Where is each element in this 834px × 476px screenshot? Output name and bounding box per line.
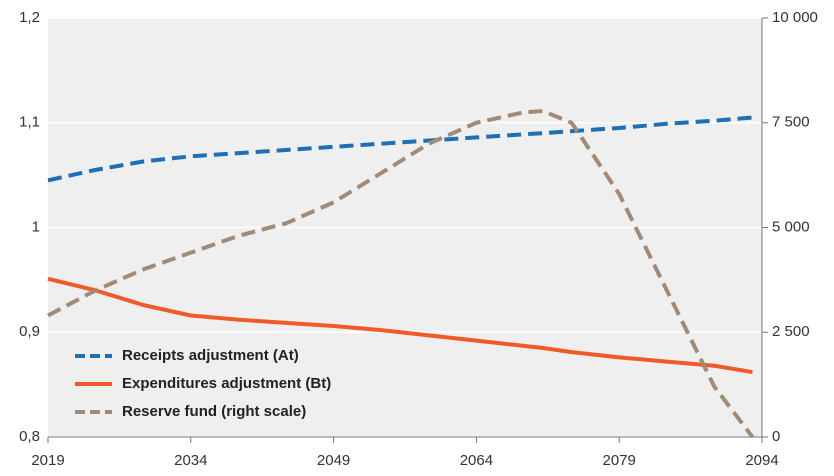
x-tick-label: 2034 xyxy=(174,452,207,469)
y2-tick-label: 7 500 xyxy=(772,114,810,131)
x-tick-label: 2079 xyxy=(603,452,636,469)
y-tick-label: 1,2 xyxy=(19,9,40,26)
x-tick-label: 2064 xyxy=(460,452,493,469)
legend-label: Reserve fund (right scale) xyxy=(122,403,306,420)
legend-label: Expenditures adjustment (Bt) xyxy=(122,375,331,392)
series-line xyxy=(47,115,753,183)
y2-tick-label: 2 500 xyxy=(772,323,810,340)
y2-tick-label: 0 xyxy=(772,428,780,445)
series-line xyxy=(47,276,753,375)
y2-tick-label: 5 000 xyxy=(772,218,810,235)
x-tick-label: 2019 xyxy=(31,452,64,469)
y-tick-label: 1 xyxy=(32,218,40,235)
legend-label: Receipts adjustment (At) xyxy=(122,347,299,364)
y-tick-label: 0,9 xyxy=(19,323,40,340)
y2-tick-label: 10 000 xyxy=(772,9,818,26)
y-tick-label: 0,8 xyxy=(19,428,40,445)
series-line xyxy=(47,109,755,439)
x-tick-label: 2094 xyxy=(745,452,778,469)
x-tick-label: 2049 xyxy=(317,452,350,469)
y-tick-label: 1,1 xyxy=(19,114,40,131)
